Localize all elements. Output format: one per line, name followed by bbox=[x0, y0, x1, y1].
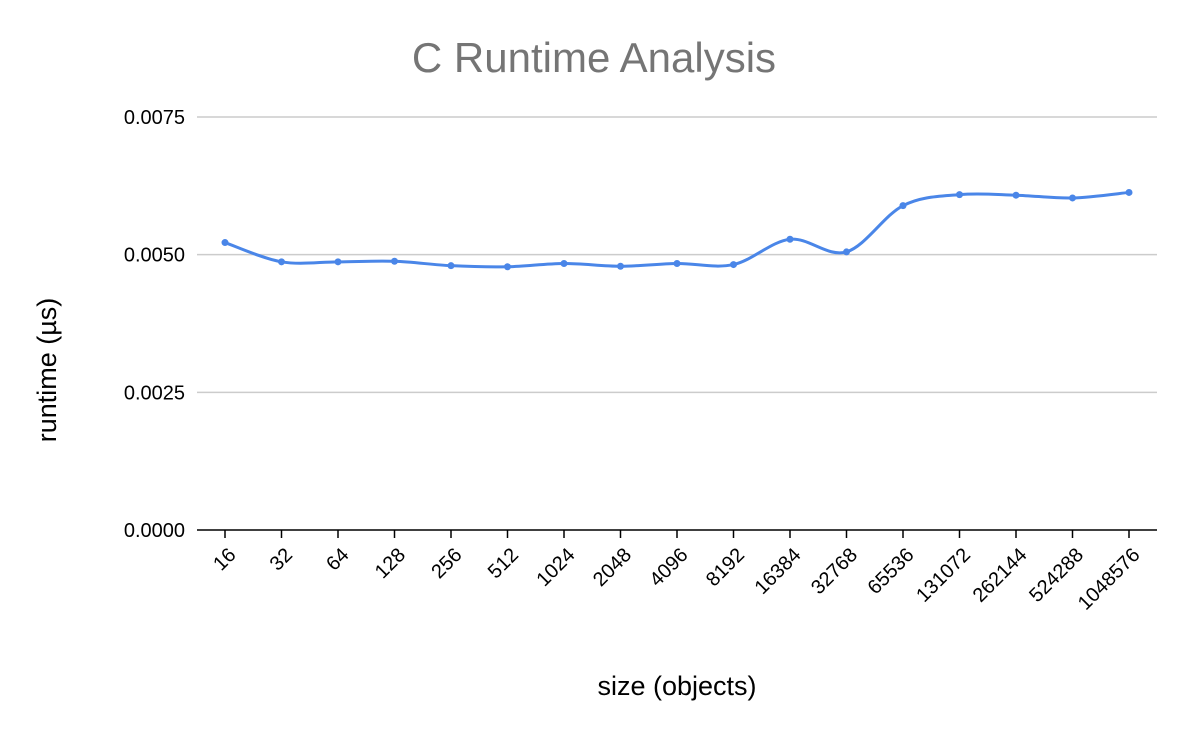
x-tick-label: 32 bbox=[266, 544, 297, 575]
series-layer bbox=[221, 188, 1133, 271]
data-point bbox=[334, 258, 342, 266]
y-tick-label: 0.0075 bbox=[124, 107, 185, 129]
data-point bbox=[1069, 194, 1076, 202]
x-tick-label: 2048 bbox=[589, 544, 636, 591]
x-tick-label: 4096 bbox=[646, 544, 693, 591]
data-point bbox=[956, 191, 963, 199]
data-point bbox=[617, 262, 624, 270]
data-point bbox=[221, 239, 229, 247]
x-tick-label: 8192 bbox=[702, 544, 749, 591]
data-point bbox=[447, 262, 455, 270]
data-point bbox=[786, 235, 794, 243]
gridlines bbox=[197, 116, 1157, 394]
x-tick-label: 512 bbox=[484, 544, 523, 583]
x-axis-label: size (objects) bbox=[597, 671, 756, 701]
data-point bbox=[278, 258, 285, 266]
x-tick-label: 1048576 bbox=[1074, 544, 1145, 615]
x-tick-label: 256 bbox=[427, 544, 466, 583]
x-axis-ticks: 16 32 64 128 256 512 1024 2048 4096 8192 16384 3276… bbox=[209, 530, 1145, 615]
y-tick-label: 0.0050 bbox=[124, 245, 185, 267]
series-line bbox=[223, 190, 1131, 269]
x-tick-label: 16 bbox=[209, 544, 240, 575]
data-point bbox=[391, 257, 398, 265]
data-point bbox=[1012, 191, 1020, 199]
y-axis-ticks: 0.0000 0.0025 0.0050 0.0075 bbox=[124, 107, 185, 542]
data-point bbox=[673, 259, 681, 267]
data-point bbox=[1125, 188, 1133, 196]
data-point bbox=[730, 261, 737, 269]
data-point bbox=[560, 259, 568, 267]
y-tick-label: 0.0025 bbox=[124, 382, 185, 404]
x-tick-label: 131072 bbox=[912, 544, 975, 607]
x-tick-label: 64 bbox=[322, 544, 353, 575]
x-tick-label: 32768 bbox=[807, 544, 862, 599]
y-axis-label: runtime (µs) bbox=[32, 298, 62, 443]
y-tick-label: 0.0000 bbox=[124, 520, 185, 542]
x-tick-label: 65536 bbox=[864, 544, 919, 599]
data-point bbox=[504, 263, 511, 271]
x-tick-label: 128 bbox=[371, 544, 410, 583]
data-point bbox=[899, 202, 907, 210]
chart-title: C Runtime Analysis bbox=[412, 34, 776, 81]
x-tick-label: 16384 bbox=[751, 544, 806, 599]
x-tick-label: 262144 bbox=[969, 544, 1032, 607]
data-point bbox=[843, 248, 850, 256]
x-tick-label: 1024 bbox=[533, 544, 580, 591]
